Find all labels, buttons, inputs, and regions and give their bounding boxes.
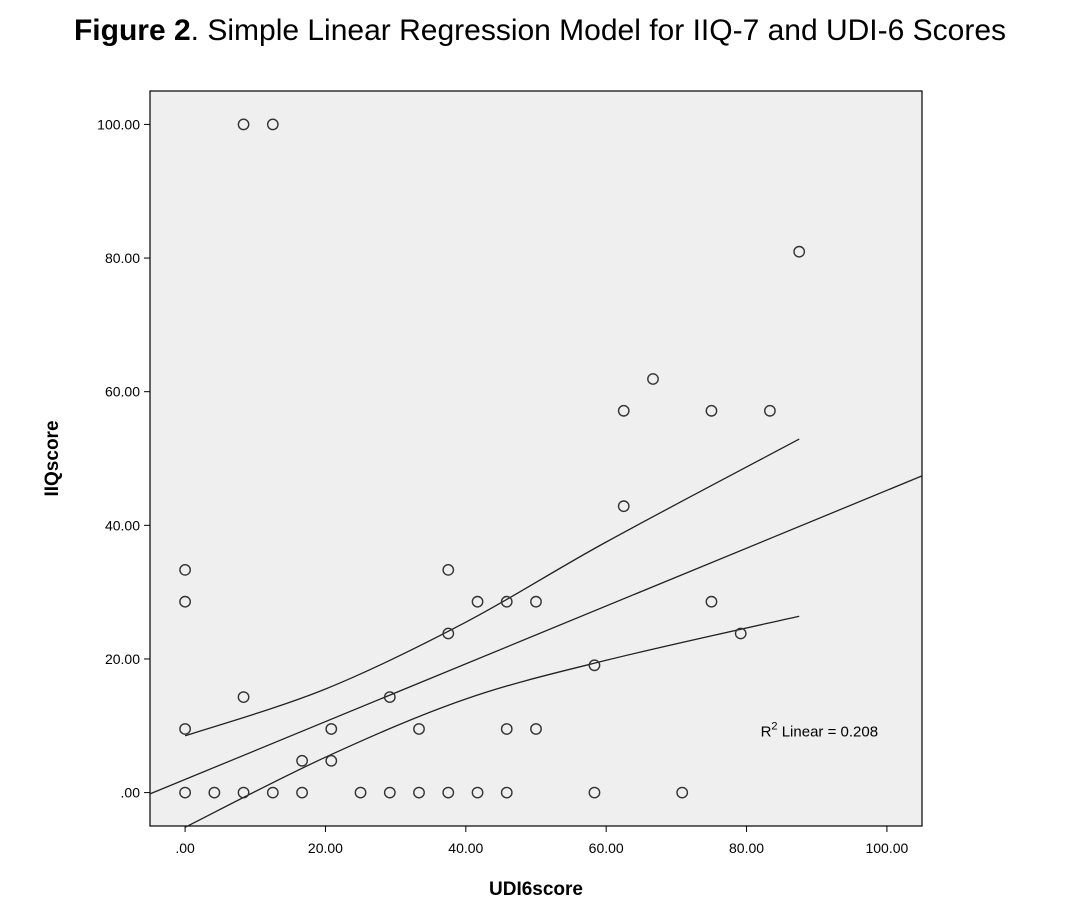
data-point [325,754,338,767]
y-tick-label: 60.00 [105,384,140,400]
x-tick-label: 20.00 [308,840,343,856]
data-point [530,723,542,735]
data-point [237,786,250,799]
x-axis-title: UDI6score [489,879,583,900]
data-point [179,723,191,735]
data-point [471,786,484,799]
figure-title: Figure 2. Simple Linear Regression Model… [0,14,1080,48]
x-tick-label: 40.00 [448,840,483,856]
fit-line [149,475,923,795]
data-point [617,404,630,417]
data-point [442,563,455,576]
x-tick-label: 60.00 [589,840,624,856]
r-squared-superscript: 2 [771,720,777,732]
r-squared-value: Linear = 0.208 [778,723,879,740]
data-point [179,786,191,799]
y-tick-label: 40.00 [105,517,140,533]
data-point [500,723,513,735]
data-point [588,659,601,672]
data-point [617,500,630,513]
y-axis-title: IIQscore [42,420,63,496]
plot-area [149,90,923,827]
data-point [383,786,396,799]
y-tick-label: .00 [121,785,141,801]
figure-title-rest: . Simple Linear Regression Model for IIQ… [190,14,1007,47]
y-tick-label: 20.00 [105,651,140,667]
y-tick-label: 100.00 [97,116,140,132]
data-point [500,595,513,608]
data-point [354,786,367,799]
x-tick-label: 80.00 [729,840,764,856]
figure-title-bold: Figure 2 [73,14,191,47]
data-point [179,595,191,608]
ci-lower-line [184,615,800,828]
data-point [413,723,425,735]
data-point [705,595,718,608]
data-point [442,786,455,799]
r-squared-prefix: R [761,723,772,740]
y-tick-label: 80.00 [105,250,140,266]
data-point [325,723,338,735]
data-point [471,595,484,608]
data-point [266,786,279,799]
axis-ticks: .00 20.00 40.00 60.00 80.00 100.00 .00 20.00 40.… [97,116,908,856]
data-point [383,691,396,704]
data-point [296,754,308,767]
data-point [588,786,601,799]
data-point [179,563,191,576]
data-point [237,118,250,131]
data-points [179,118,806,799]
data-point [208,786,221,799]
data-point [500,786,513,799]
data-point [442,627,455,640]
data-point [413,786,425,799]
data-point [793,245,806,258]
data-point [676,786,689,799]
data-point [530,595,542,608]
data-point [764,404,776,417]
x-tick-label: 100.00 [865,840,908,856]
data-point [266,118,279,131]
r-squared-annotation: R2 Linear = 0.208 [761,720,878,740]
regression-lines [149,438,923,828]
ci-upper-line [184,438,800,737]
data-point [734,627,747,640]
x-tick-label: .00 [175,840,195,856]
data-point [705,404,718,417]
data-point [237,691,250,704]
data-point [296,786,308,799]
data-point [647,373,659,385]
